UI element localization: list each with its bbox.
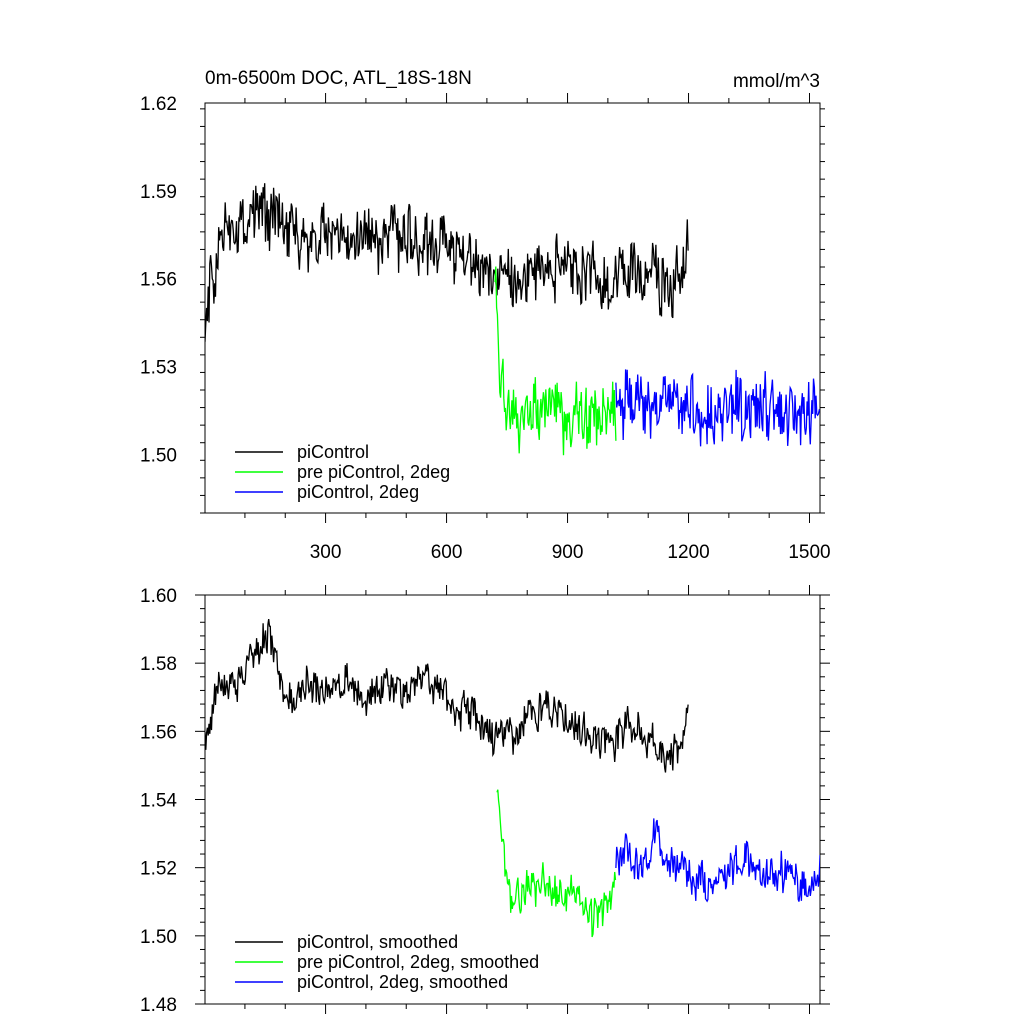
legend-label: piControl — [297, 442, 369, 462]
legend-label: piControl, smoothed — [297, 932, 458, 952]
series-line — [615, 818, 820, 903]
y-tick-label: 1.60 — [140, 586, 177, 607]
legend-label: piControl, 2deg, smoothed — [297, 972, 508, 992]
y-tick-label: 1.59 — [140, 182, 177, 203]
y-tick-label: 1.62 — [140, 94, 177, 115]
units-label: mmol/m^3 — [733, 71, 820, 92]
plot-frame — [204, 102, 821, 514]
y-tick-label: 1.50 — [140, 927, 177, 948]
y-tick-label: 1.58 — [140, 654, 177, 675]
legend-label: pre piControl, 2deg — [297, 462, 450, 482]
y-tick-label: 1.50 — [140, 445, 177, 466]
series-line — [205, 619, 689, 773]
series-line — [496, 789, 617, 938]
series-line — [205, 183, 689, 342]
y-tick-label: 1.53 — [140, 358, 177, 379]
y-tick-label: 1.54 — [140, 791, 177, 812]
y-tick-label: 1.56 — [140, 270, 177, 291]
legend-label: piControl, 2deg — [297, 482, 419, 502]
x-tick-label: 1200 — [667, 542, 709, 563]
y-tick-label: 1.56 — [140, 722, 177, 743]
x-tick-label: 1500 — [788, 542, 830, 563]
y-tick-label: 1.52 — [140, 859, 177, 880]
x-tick-label: 600 — [431, 542, 463, 563]
x-tick-label: 300 — [310, 542, 342, 563]
bottom-panel: 1.48 1.50 1.52 1.54 1.56 1.58 1.60 piControl, s… — [140, 585, 830, 1016]
series-line — [615, 369, 820, 447]
top-panel: 300 600 900 1200 1500 1.50 1.53 1.56 1.59 1.62 piC… — [140, 93, 831, 563]
legend-label: pre piControl, 2deg, smoothed — [297, 952, 539, 972]
chart-title: 0m-6500m DOC, ATL_18S-18N — [205, 68, 472, 89]
y-tick-label: 1.48 — [140, 995, 177, 1016]
series-line — [494, 266, 617, 456]
x-tick-label: 900 — [552, 542, 584, 563]
